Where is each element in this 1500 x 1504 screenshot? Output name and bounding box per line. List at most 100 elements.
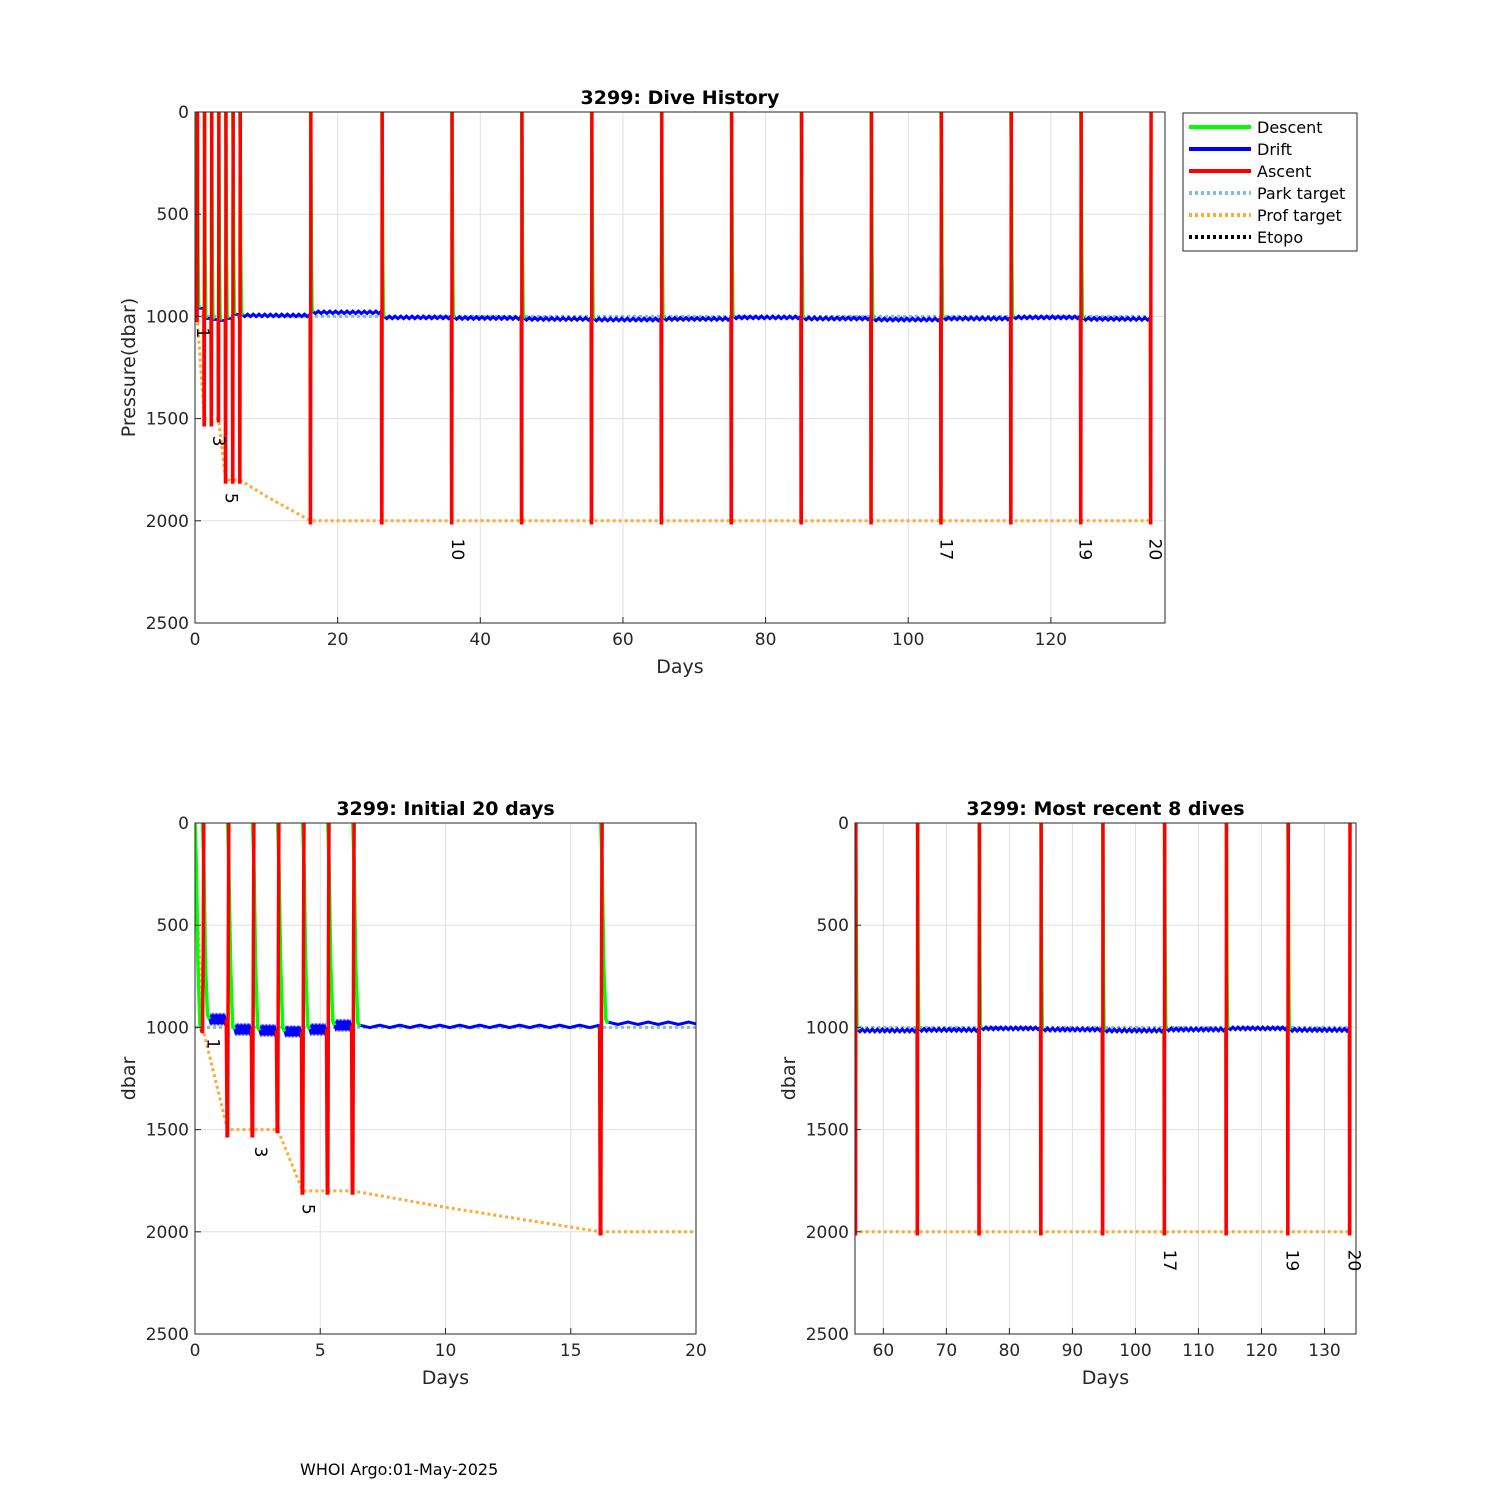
dive-number-label: 1 bbox=[192, 327, 212, 338]
x-tick-label: 10 bbox=[435, 1341, 457, 1361]
ascent-segment bbox=[801, 112, 802, 523]
dive-number-label: 5 bbox=[298, 1204, 318, 1215]
descent-segment bbox=[505, 823, 507, 1029]
ascent-segment bbox=[1349, 823, 1350, 1234]
ascent-segment bbox=[600, 823, 603, 1234]
x-tick-label: 0 bbox=[190, 1341, 201, 1361]
drift-segment bbox=[260, 1029, 277, 1032]
legend-entry: Ascent bbox=[1257, 162, 1311, 181]
descent-segment bbox=[532, 823, 534, 1029]
x-axis-label: Days bbox=[422, 1367, 469, 1389]
drift-segment bbox=[1290, 1029, 1350, 1032]
y-tick-label: 2000 bbox=[146, 512, 189, 532]
y-tick-label: 1000 bbox=[146, 307, 189, 327]
dive-number-label: 17 bbox=[1159, 1250, 1179, 1272]
descent-segment bbox=[732, 823, 734, 1029]
y-tick-label: 0 bbox=[838, 814, 849, 834]
ascent-segment bbox=[226, 823, 229, 1136]
x-tick-label: 0 bbox=[190, 630, 201, 650]
drift-segment bbox=[734, 1028, 794, 1031]
dive-number-label: 17 bbox=[935, 539, 955, 561]
ascent-segment bbox=[979, 823, 980, 1234]
dive-number-label: 20 bbox=[1343, 1250, 1363, 1272]
ascent-segment bbox=[521, 112, 522, 523]
ascent-segment bbox=[1164, 823, 1165, 1234]
y-tick-label: 1500 bbox=[146, 410, 189, 430]
drift-segment bbox=[285, 1030, 302, 1032]
y-tick-label: 1000 bbox=[146, 1018, 189, 1038]
x-tick-label: 20 bbox=[327, 630, 349, 650]
ascent-segment bbox=[731, 112, 732, 523]
legend-entry: Drift bbox=[1257, 140, 1292, 159]
chart-title: 3299: Most recent 8 dives bbox=[966, 798, 1244, 820]
y-tick-label: 2000 bbox=[146, 1223, 189, 1243]
legend-entry: Descent bbox=[1257, 118, 1323, 137]
ascent-segment bbox=[211, 112, 212, 425]
legend-entry: Prof target bbox=[1257, 206, 1342, 225]
descent-segment bbox=[607, 823, 609, 1023]
drift-segment bbox=[524, 318, 592, 321]
ascent-segment bbox=[201, 823, 204, 1032]
drift-segment bbox=[235, 1028, 252, 1031]
descent-segment bbox=[513, 823, 515, 1029]
ascent-segment bbox=[507, 823, 508, 1032]
drift-segment bbox=[981, 1027, 1041, 1029]
x-tick-label: 60 bbox=[873, 1341, 895, 1361]
y-tick-label: 1500 bbox=[146, 1121, 189, 1141]
descent-segment bbox=[526, 823, 528, 1032]
drift-segment bbox=[1349, 1029, 1500, 1032]
drift-segment bbox=[919, 1029, 979, 1032]
y-tick-label: 2500 bbox=[146, 614, 189, 634]
ascent-segment bbox=[276, 823, 279, 1132]
legend-entry: Park target bbox=[1257, 184, 1345, 203]
dive-number-label: 5 bbox=[221, 493, 241, 504]
descent-segment bbox=[520, 823, 522, 1031]
chart-title: 3299: Dive History bbox=[581, 87, 780, 109]
x-tick-label: 90 bbox=[1062, 1341, 1084, 1361]
descent-segment bbox=[507, 823, 509, 1019]
ascent-segment bbox=[545, 823, 546, 1193]
ascent-segment bbox=[732, 823, 733, 1234]
ascent-segment bbox=[1226, 823, 1227, 1234]
x-tick-label: 120 bbox=[1245, 1341, 1277, 1361]
x-tick-label: 100 bbox=[892, 630, 924, 650]
ascent-segment bbox=[607, 823, 608, 1234]
drift-segment bbox=[594, 318, 662, 321]
x-tick-label: 100 bbox=[1119, 1341, 1151, 1361]
prof-target-line bbox=[505, 854, 1349, 1232]
drift-segment bbox=[210, 1018, 227, 1021]
x-tick-label: 15 bbox=[560, 1341, 582, 1361]
drift-segment bbox=[509, 1018, 513, 1021]
prof-target-line bbox=[195, 854, 1500, 1232]
ascent-segment bbox=[591, 112, 592, 523]
ascent-segment bbox=[327, 823, 330, 1193]
y-tick-label: 500 bbox=[157, 205, 189, 225]
ascent-segment bbox=[1041, 823, 1042, 1234]
ascent-segment bbox=[1102, 823, 1103, 1234]
descent-segment bbox=[539, 823, 541, 1025]
drift-segment bbox=[310, 1028, 327, 1031]
ascent-segment bbox=[661, 112, 662, 523]
x-tick-label: 5 bbox=[315, 1341, 326, 1361]
drift-segment bbox=[1166, 1028, 1226, 1031]
drift-segment bbox=[454, 317, 522, 320]
ascent-segment bbox=[513, 823, 514, 1136]
drift-segment bbox=[1013, 316, 1081, 318]
ascent-segment bbox=[225, 112, 226, 482]
ascent-segment bbox=[197, 112, 198, 321]
y-tick-label: 1000 bbox=[806, 1018, 849, 1038]
dive-number-label: 1 bbox=[203, 1038, 223, 1049]
ascent-segment bbox=[240, 112, 241, 482]
drift-segment bbox=[857, 1029, 917, 1032]
dive-number-label: 3 bbox=[250, 1147, 270, 1158]
x-tick-label: 110 bbox=[1182, 1341, 1214, 1361]
y-axis-label: Pressure(dbar) bbox=[118, 298, 140, 438]
x-tick-label: 80 bbox=[755, 630, 777, 650]
ascent-segment bbox=[1288, 823, 1289, 1234]
prof-target-line bbox=[195, 143, 1151, 521]
ascent-segment bbox=[310, 112, 311, 523]
dive-number-label: 20 bbox=[1144, 539, 1164, 561]
